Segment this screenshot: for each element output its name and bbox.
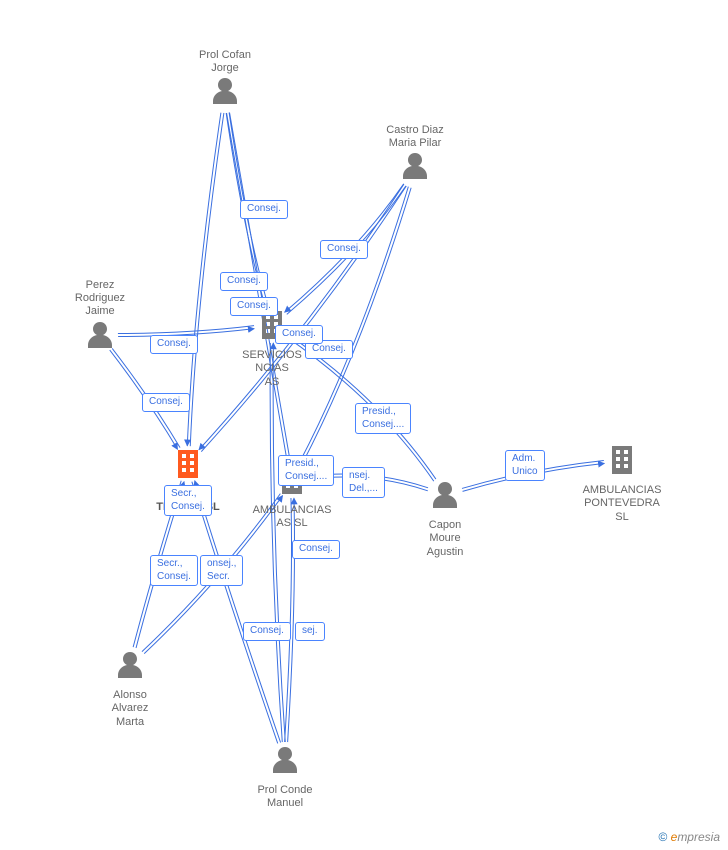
edge-line	[187, 113, 221, 446]
person-node-prol_cofan[interactable]: Prol Cofan Jorge	[180, 45, 270, 112]
person-icon	[270, 744, 300, 776]
edge-label: Consej.	[243, 622, 291, 641]
edge-label: Secr., Consej.	[164, 485, 212, 516]
watermark: © empresia	[658, 830, 720, 844]
person-node-capon[interactable]: Capon Moure Agustin	[400, 479, 490, 559]
edge-line	[285, 498, 292, 742]
node-label: AMBULANCIAS PONTEVEDRA SL	[577, 484, 667, 524]
edge-label: Adm. Unico	[505, 450, 545, 481]
company-node-pontevedra[interactable]: AMBULANCIAS PONTEVEDRA SL	[577, 444, 667, 524]
edge-label: Consej.	[150, 335, 198, 354]
edge-label: Presid., Consej....	[355, 403, 411, 434]
building-icon	[173, 448, 203, 480]
node-label: SERVICIOS NCIAS AS	[227, 349, 317, 389]
edge-label: onsej., Secr.	[200, 555, 243, 586]
person-icon	[430, 479, 460, 511]
node-label: Alonso Alvarez Marta	[85, 689, 175, 729]
copyright-symbol: ©	[658, 830, 667, 844]
person-node-castro[interactable]: Castro Diaz Maria Pilar	[370, 120, 460, 187]
person-node-perez[interactable]: Perez Rodriguez Jaime	[55, 275, 145, 355]
edge-line	[190, 113, 224, 446]
edge-label: Consej.	[230, 297, 278, 316]
person-icon	[85, 319, 115, 351]
person-node-alonso[interactable]: Alonso Alvarez Marta	[85, 649, 175, 729]
node-label: Capon Moure Agustin	[400, 519, 490, 559]
edge-label: Consej.	[292, 540, 340, 559]
edge-label: Consej.	[240, 200, 288, 219]
company-node-servicios[interactable]: SERVICIOS NCIAS AS	[227, 309, 317, 389]
node-label: Perez Rodriguez Jaime	[55, 279, 145, 319]
building-icon	[607, 444, 637, 476]
edge-label: Consej.	[275, 325, 323, 344]
edge-label: Consej.	[220, 272, 268, 291]
person-node-prol_conde[interactable]: Prol Conde Manuel	[240, 744, 330, 811]
person-icon	[400, 150, 430, 182]
edge-label: Presid., Consej....	[278, 455, 334, 486]
person-icon	[210, 75, 240, 107]
node-label: Prol Cofan Jorge	[180, 49, 270, 75]
person-icon	[115, 649, 145, 681]
edge-label: Consej.	[320, 240, 368, 259]
edge-label: Consej.	[142, 393, 190, 412]
edge-line	[273, 343, 285, 742]
edge-label: Secr., Consej.	[150, 555, 198, 586]
brand-rest: mpresia	[677, 830, 720, 844]
node-label: AMBULANCIAS AS SL	[247, 504, 337, 530]
edge-label: nsej. Del.,...	[342, 467, 385, 498]
node-label: Castro Diaz Maria Pilar	[370, 124, 460, 150]
node-label: Prol Conde Manuel	[240, 784, 330, 810]
edge-label: sej.	[295, 622, 325, 641]
